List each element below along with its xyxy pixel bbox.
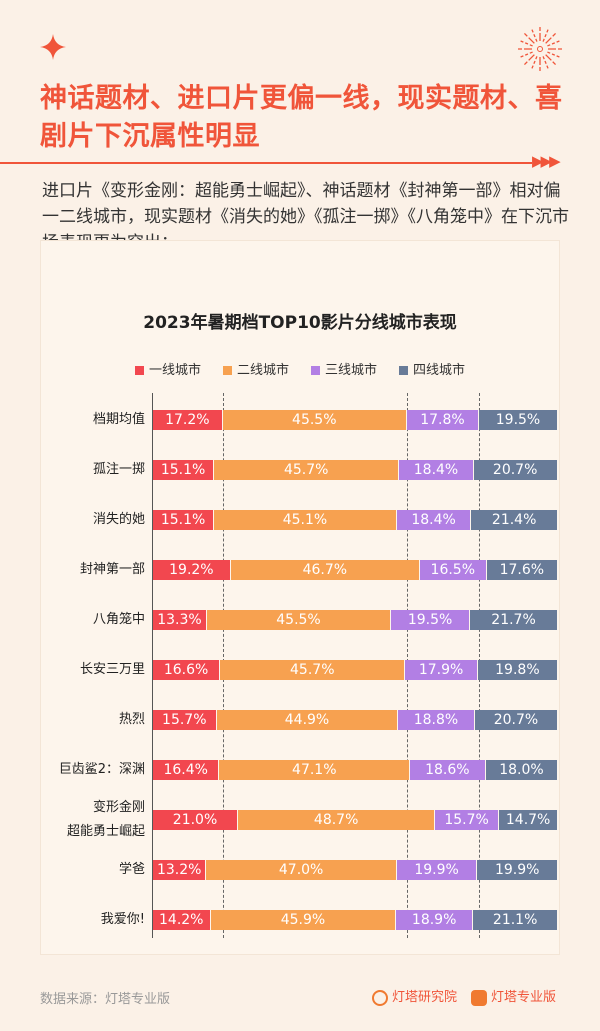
logo-text: 灯塔研究院 xyxy=(392,990,458,1005)
bar-四线城市: 21.4% xyxy=(471,510,557,530)
category-label: 变形金刚 超能勇士崛起 xyxy=(66,800,145,839)
bar-一线城市: 21.0% xyxy=(153,810,238,830)
bar-三线城市: 19.9% xyxy=(396,860,477,880)
bar-二线城市: 45.1% xyxy=(214,510,396,530)
bar-一线城市: 15.1% xyxy=(153,460,214,480)
y-axis xyxy=(152,393,153,938)
bar-三线城市: 18.8% xyxy=(398,710,474,730)
bar-四线城市: 19.8% xyxy=(477,660,557,680)
firework-icon xyxy=(518,27,562,71)
logo-text: 灯塔专业版 xyxy=(491,990,557,1005)
bar-四线城市: 21.7% xyxy=(470,610,557,630)
category-label: 档期均值 xyxy=(92,412,145,427)
legend-item: 三线城市 xyxy=(311,359,377,378)
bar-三线城市: 18.4% xyxy=(396,510,471,530)
bar-三线城市: 18.9% xyxy=(396,910,472,930)
bar-四线城市: 17.6% xyxy=(486,560,557,580)
category-label: 封神第一部 xyxy=(79,562,145,577)
category-label: 长安三万里 xyxy=(79,662,145,677)
bar-二线城市: 46.7% xyxy=(230,560,419,580)
legend-item: 一线城市 xyxy=(134,359,201,378)
bar-一线城市: 13.2% xyxy=(153,860,206,880)
divider xyxy=(0,162,532,164)
bar-一线城市: 14.2% xyxy=(153,910,210,930)
legend-label: 一线城市 xyxy=(148,363,201,378)
category-label: 我爱你! xyxy=(100,912,145,927)
bar-三线城市: 17.9% xyxy=(405,660,477,680)
chart-panel xyxy=(40,240,560,955)
bar-三线城市: 15.7% xyxy=(435,810,498,830)
bar-二线城市: 45.5% xyxy=(206,610,391,630)
bar-四线城市: 18.0% xyxy=(485,760,558,780)
lighthouse-research-icon xyxy=(372,989,388,1006)
bar-一线城市: 13.3% xyxy=(153,610,206,630)
bar-一线城市: 15.1% xyxy=(153,510,214,530)
bar-三线城市: 16.5% xyxy=(419,560,486,580)
category-label: 巨齿鲨2：深渊 xyxy=(58,762,145,777)
bar-三线城市: 18.4% xyxy=(399,460,473,480)
legend-item: 二线城市 xyxy=(222,359,289,378)
logos: 灯塔研究院 灯塔专业版 xyxy=(372,986,556,1006)
category-label: 孤注一掷 xyxy=(92,462,145,477)
bar-一线城市: 15.7% xyxy=(153,710,216,730)
bar-二线城市: 45.5% xyxy=(222,410,406,430)
chart-title: 2023年暑期档TOP10影片分线城市表现 xyxy=(143,313,457,333)
bar-二线城市: 47.0% xyxy=(206,860,396,880)
lighthouse-research-logo: 灯塔研究院 xyxy=(372,986,457,1006)
bar-二线城市: 45.9% xyxy=(210,910,396,930)
bar-二线城市: 45.7% xyxy=(220,660,405,680)
bar-四线城市: 14.7% xyxy=(498,810,558,830)
legend-label: 四线城市 xyxy=(413,363,466,378)
data-source: 数据来源：灯塔专业版 xyxy=(40,992,171,1007)
category-label: 消失的她 xyxy=(92,512,145,527)
bar-三线城市: 17.8% xyxy=(406,410,478,430)
legend-label: 三线城市 xyxy=(325,363,378,378)
lighthouse-pro-icon xyxy=(471,989,488,1006)
bar-四线城市: 19.5% xyxy=(479,410,557,430)
bar-一线城市: 19.2% xyxy=(153,560,230,580)
bar-四线城市: 20.7% xyxy=(473,460,557,480)
arrows-icon: ▶▶▶ xyxy=(532,152,561,170)
legend-item: 四线城市 xyxy=(399,359,465,378)
sparkle-icon xyxy=(40,34,66,60)
category-label: 学爸 xyxy=(118,862,145,877)
legend: 一线城市 二线城市 三线城市 四线城市 xyxy=(0,359,600,378)
bar-一线城市: 17.2% xyxy=(153,410,222,430)
bar-二线城市: 44.9% xyxy=(216,710,398,730)
legend-label: 二线城市 xyxy=(236,363,289,378)
legend-swatch xyxy=(399,366,409,375)
bar-三线城市: 18.6% xyxy=(410,760,485,780)
bar-四线城市: 20.7% xyxy=(474,710,558,730)
bar-三线城市: 19.5% xyxy=(391,610,470,630)
legend-swatch xyxy=(311,366,320,375)
legend-swatch xyxy=(134,366,144,375)
category-label: 热烈 xyxy=(118,712,145,727)
category-label: 八角笼中 xyxy=(92,612,145,627)
lighthouse-pro-logo: 灯塔专业版 xyxy=(471,986,556,1006)
page-title: 神话题材、进口片更偏一线，现实题材、喜剧片下沉属性明显 xyxy=(40,83,563,152)
legend-swatch xyxy=(222,366,232,375)
bar-一线城市: 16.4% xyxy=(153,760,219,780)
bar-二线城市: 47.1% xyxy=(219,760,410,780)
bar-四线城市: 21.1% xyxy=(472,910,558,930)
bar-二线城市: 48.7% xyxy=(238,810,435,830)
bar-二线城市: 45.7% xyxy=(214,460,399,480)
bar-一线城市: 16.6% xyxy=(153,660,220,680)
bar-四线城市: 19.9% xyxy=(477,860,557,880)
